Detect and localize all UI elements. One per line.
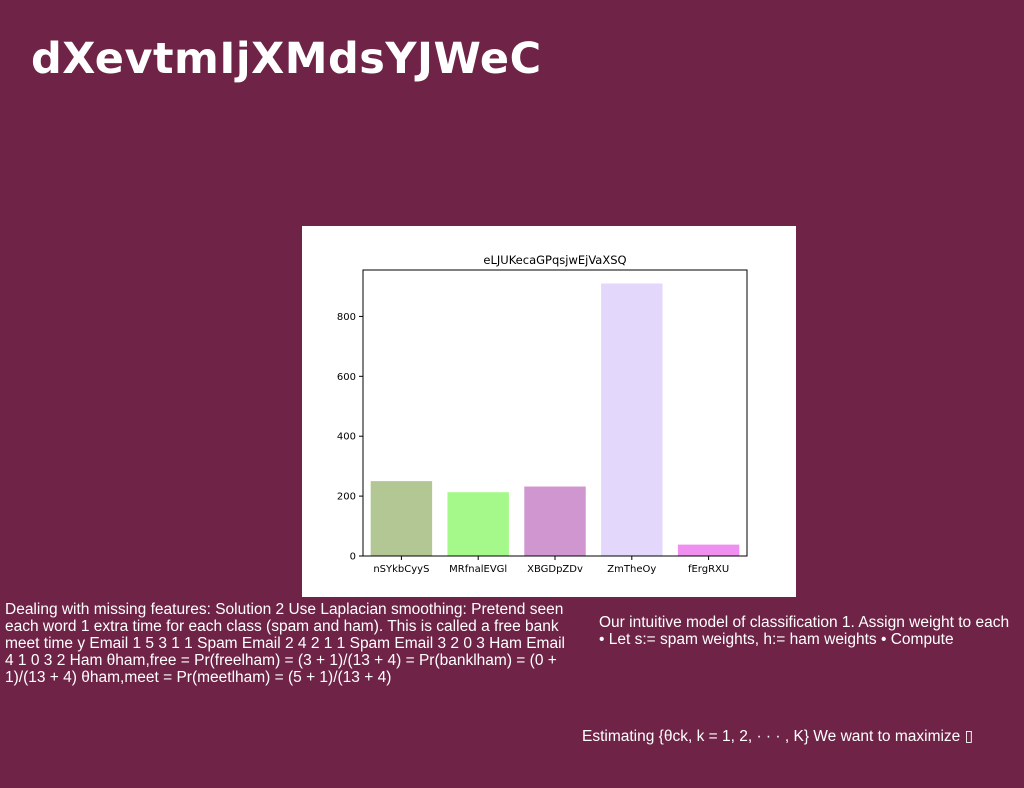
y-axis: 0 200 400 600 800 xyxy=(337,312,363,563)
bottom-text-block: Estimating {θck, k = 1, 2, · · · , K} We… xyxy=(582,728,974,745)
x-tick-label: XBGDpZDv xyxy=(527,564,583,575)
x-tick-label: MRfnalEVGl xyxy=(449,564,507,575)
right-text-line-2: • Let s:= spam weights, h:= ham weights … xyxy=(599,631,954,648)
left-text-block: Dealing with missing features: Solution … xyxy=(5,601,565,686)
bar-chart: eLJUKecaGPqsjwEjVaXSQ 0 200 400 600 800 nSYk… xyxy=(337,253,748,575)
chart-title: eLJUKecaGPqsjwEjVaXSQ xyxy=(483,253,626,267)
y-tick-label: 400 xyxy=(337,432,356,443)
slide-title: dXevtmIjXMdsYJWeC xyxy=(31,34,542,84)
bar-fErgRXU xyxy=(677,544,740,556)
chart-card: eLJUKecaGPqsjwEjVaXSQ 0 200 400 600 800 nSYk… xyxy=(302,226,796,597)
x-tick-label: ZmTheOy xyxy=(607,564,656,575)
y-tick-label: 200 xyxy=(337,492,356,503)
bar-MRfnalEVGl xyxy=(447,492,509,556)
y-tick-label: 0 xyxy=(350,552,356,563)
y-tick-label: 600 xyxy=(337,372,356,383)
bar-XBGDpZDv xyxy=(524,486,586,556)
right-text-block: Our intuitive model of classification 1.… xyxy=(599,614,1024,648)
bar-nSYkbCyyS xyxy=(370,481,433,556)
y-tick-label: 800 xyxy=(337,312,356,323)
bars-layer xyxy=(370,283,740,556)
x-tick-label: fErgRXU xyxy=(688,564,729,575)
right-text-line-1: Our intuitive model of classification 1.… xyxy=(599,614,1010,631)
bar-ZmTheOy xyxy=(601,283,663,556)
x-tick-label: nSYkbCyyS xyxy=(373,564,429,575)
x-axis: nSYkbCyyS MRfnalEVGl XBGDpZDv ZmTheOy fErgRX… xyxy=(373,556,729,575)
plot-frame xyxy=(362,269,748,557)
